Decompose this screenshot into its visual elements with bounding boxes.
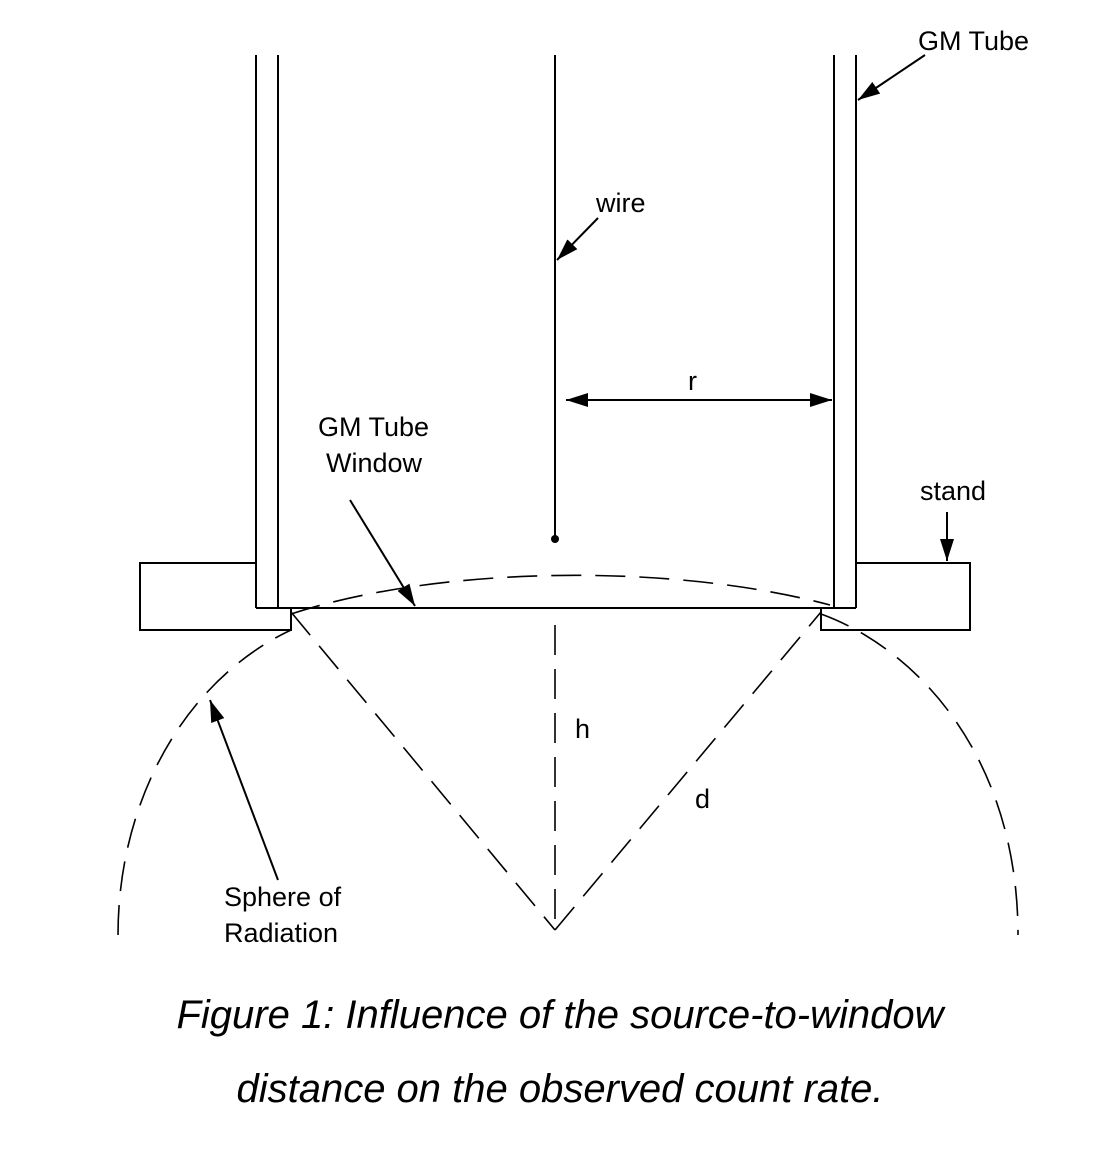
gm-tube-label: GM Tube [918,26,1029,56]
sphere-arc-upper [290,574,831,615]
stand-right [820,562,971,631]
figure-caption: Figure 1: Influence of the source-to-win… [0,978,1120,1126]
tube-left-wall [255,55,279,608]
distance-label: d [695,784,710,814]
window-label-line1: GM Tube [318,412,429,442]
window-arrow [349,499,416,607]
sphere-arrow [209,699,279,881]
wire-tip-dot [551,535,559,543]
left-slant-line [290,611,556,931]
caption-line1: Figure 1: Influence of the source-to-win… [176,993,944,1037]
radius-label: r [688,366,697,396]
sphere-arc-lower [117,629,292,936]
stand-label: stand [920,476,986,506]
wire-label: wire [595,188,646,218]
sphere-label-line2: Radiation [224,918,338,948]
stand-left [139,562,292,631]
gm-tube-diagram: GM Tube wire r GM Tube Window stand h d … [117,26,1029,948]
window-label-line2: Window [326,448,423,478]
sphere-label-line1: Sphere of [224,882,342,912]
tube-right-wall [833,55,857,608]
wire-arrow [556,217,599,261]
caption-line2: distance on the observed count rate. [236,1067,884,1111]
distance-line [554,611,822,931]
height-label: h [575,714,590,744]
sphere-arc-lower-right [820,613,1019,936]
gm-tube-arrow [857,54,926,101]
